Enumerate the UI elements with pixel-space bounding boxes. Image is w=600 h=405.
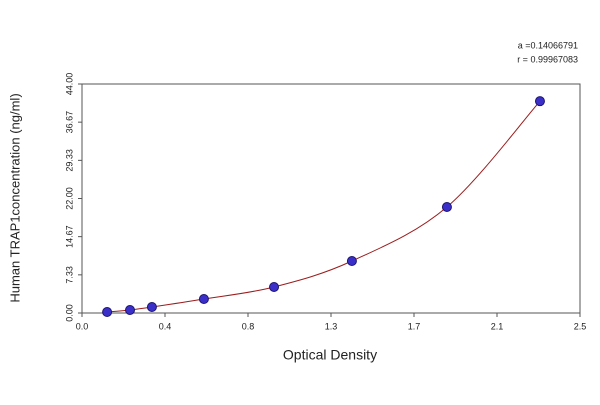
y-tick-label: 7.33 xyxy=(64,266,74,284)
data-point xyxy=(198,293,209,304)
y-tick-label: 44.00 xyxy=(64,73,74,96)
x-tick-label: 1.7 xyxy=(408,321,421,331)
y-tick-label: 29.33 xyxy=(64,149,74,172)
annotation: a =0.14066791 xyxy=(518,40,578,50)
x-tick-label: 2.1 xyxy=(491,321,504,331)
y-tick-label: 0.00 xyxy=(64,304,74,322)
plot-frame xyxy=(81,83,581,314)
y-tick-label: 22.00 xyxy=(64,187,74,210)
data-point xyxy=(441,201,452,212)
data-point xyxy=(146,302,157,313)
y-tick-label: 14.67 xyxy=(64,225,74,248)
x-tick-label: 2.5 xyxy=(574,321,587,331)
data-point xyxy=(346,256,357,267)
annotation: r = 0.99967083 xyxy=(517,54,578,64)
data-point xyxy=(102,307,113,318)
x-tick-label: 0.4 xyxy=(159,321,172,331)
x-axis-title: Optical Density xyxy=(283,347,377,363)
y-tick-label: 36.67 xyxy=(64,111,74,134)
data-point xyxy=(534,96,545,107)
x-tick-label: 0.0 xyxy=(76,321,89,331)
y-axis-title: Human TRAP1concentration (ng/ml) xyxy=(7,93,22,302)
fit-curve xyxy=(107,100,541,313)
data-point xyxy=(269,281,280,292)
x-tick-label: 0.8 xyxy=(242,321,255,331)
x-tick-label: 1.3 xyxy=(325,321,338,331)
data-point xyxy=(125,304,136,315)
